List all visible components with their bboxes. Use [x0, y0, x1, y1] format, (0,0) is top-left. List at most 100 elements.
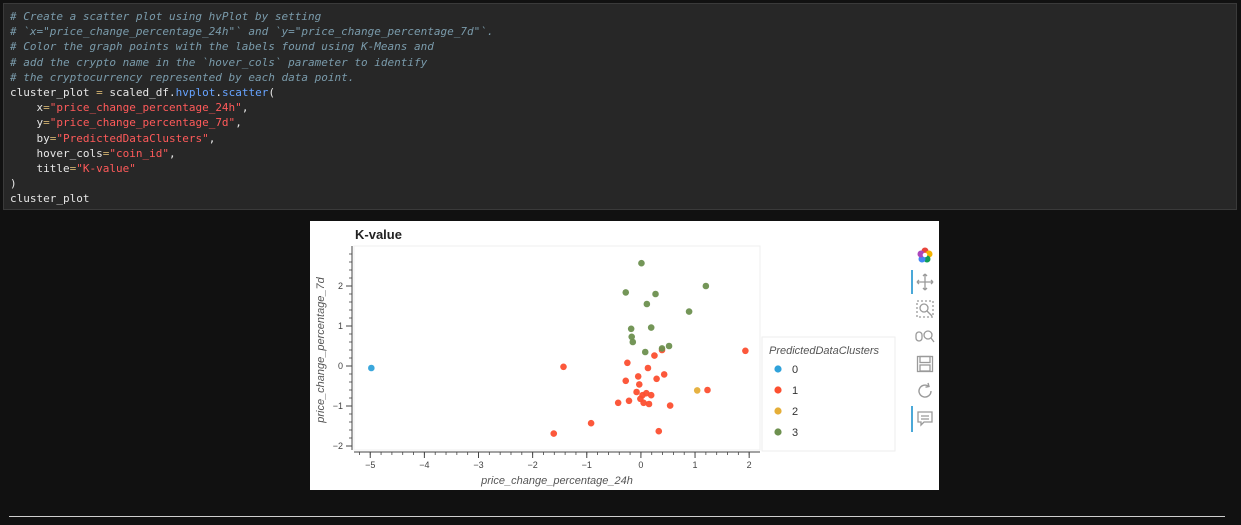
code-token: "K-value" — [76, 162, 136, 176]
code-token: . — [215, 86, 222, 100]
data-point — [641, 348, 649, 356]
data-point — [647, 391, 655, 399]
plot-frame — [353, 245, 761, 451]
code-token: hover_cols — [10, 146, 103, 160]
code-token: title — [10, 162, 70, 176]
data-point — [614, 399, 622, 407]
box-zoom-icon[interactable] — [914, 298, 936, 320]
legend-label: 1 — [792, 385, 798, 397]
data-point — [550, 430, 558, 437]
code-token: , — [168, 146, 176, 160]
bokeh-logo-icon[interactable] — [914, 244, 936, 266]
x-tick-label: −2 — [528, 460, 538, 470]
x-tick-label: 2 — [747, 460, 752, 470]
code-token: , — [208, 131, 216, 145]
code-editor[interactable]: # Create a scatter plot using hvPlot by … — [10, 9, 493, 207]
data-point — [658, 345, 666, 352]
legend-marker — [774, 428, 782, 436]
code-token: = — [43, 116, 50, 130]
wheel-zoom-icon[interactable] — [914, 325, 936, 347]
code-token: , — [235, 116, 242, 130]
data-point — [652, 290, 659, 298]
code-cell[interactable]: # Create a scatter plot using hvPlot by … — [3, 3, 1237, 210]
save-icon[interactable] — [914, 353, 936, 375]
data-point — [628, 333, 636, 341]
legend-label: 3 — [792, 427, 798, 439]
plot-output: K-value −5 −4 −3 −2 −1 0 1 2 −2 −1 0 1 2 price_change_… — [310, 221, 939, 490]
code-token: # Color the graph points with the labels… — [10, 40, 434, 54]
legend-label: 2 — [792, 406, 798, 418]
code-token: , — [241, 101, 249, 115]
code-token: scatter — [221, 86, 269, 100]
legend-label: 0 — [792, 364, 798, 376]
data-point — [625, 397, 633, 405]
code-line: cluster_plot = scaled_df.hvplot.scatter( — [10, 85, 493, 100]
code-line: x="price_change_percentage_24h", — [10, 100, 493, 115]
data-point — [587, 419, 595, 427]
chart-title: K-value — [355, 227, 402, 242]
code-line: # Create a scatter plot using hvPlot by … — [10, 9, 493, 24]
reset-icon[interactable] — [914, 380, 936, 402]
data-point — [693, 387, 701, 394]
pan-tool-icon[interactable] — [914, 271, 936, 293]
data-point — [685, 308, 693, 315]
x-tick-label: 0 — [638, 460, 643, 470]
code-token: = — [96, 86, 103, 100]
data-point — [742, 347, 749, 355]
y-tick-label: 1 — [338, 321, 343, 331]
x-axis-label: price_change_percentage_24h — [480, 475, 633, 487]
data-point — [645, 400, 653, 408]
code-token: # Create a scatter plot using hvPlot by … — [10, 10, 322, 23]
data-point — [640, 399, 647, 407]
code-token: cluster_plot — [10, 86, 97, 100]
y-tick-label: −2 — [333, 441, 343, 451]
code-token: # add the crypto name in the `hover_cols… — [10, 55, 428, 69]
code-token: cluster_plot — [10, 192, 90, 206]
y-tick-label: −1 — [333, 401, 343, 411]
code-token: "coin_id" — [109, 146, 169, 160]
cell-divider — [9, 516, 1225, 517]
code-token: by — [10, 131, 50, 145]
y-axis-label: price_change_percentage_7d — [315, 276, 327, 423]
code-token: scaled_df. — [102, 86, 176, 100]
x-tick-label: −4 — [419, 460, 429, 470]
legend-marker — [774, 407, 782, 415]
data-point — [622, 289, 630, 296]
code-token: # the cryptocurrency represented by each… — [10, 70, 355, 84]
active-tool-indicator-2 — [911, 406, 913, 432]
data-point — [633, 388, 640, 396]
x-tick-label: −3 — [473, 460, 483, 470]
code-line: # the cryptocurrency represented by each… — [10, 70, 493, 85]
code-line: by="PredictedDataClusters", — [10, 131, 493, 146]
data-point — [635, 381, 643, 388]
data-point — [647, 324, 655, 331]
code-token: x — [10, 101, 44, 115]
code-token: ) — [10, 177, 17, 191]
code-token: "PredictedDataClusters" — [56, 131, 209, 145]
scatter-chart: K-value −5 −4 −3 −2 −1 0 1 2 −2 −1 0 1 2 price_change_… — [315, 227, 896, 487]
legend-marker — [774, 386, 782, 394]
x-tick-label: 1 — [693, 460, 698, 470]
data-point — [624, 359, 631, 367]
code-line: # `x="price_change_percentage_24h"` and … — [10, 24, 493, 39]
legend-title: PredictedDataClusters — [769, 345, 880, 357]
data-point — [368, 364, 375, 372]
data-point — [655, 427, 663, 435]
code-token: = — [49, 131, 57, 145]
code-token: ( — [268, 86, 275, 100]
data-point — [643, 300, 651, 308]
hover-tool-icon[interactable] — [914, 408, 936, 430]
active-tool-indicator — [911, 270, 913, 294]
code-line: cluster_plot — [10, 191, 493, 206]
code-token: = — [69, 162, 77, 176]
data-point — [629, 338, 637, 346]
x-tick-label: −5 — [365, 460, 375, 470]
data-point — [560, 363, 567, 371]
data-point — [634, 373, 642, 380]
code-token: y — [10, 116, 44, 130]
code-token: "price_change_percentage_24h" — [49, 101, 242, 115]
y-tick-label: 2 — [338, 281, 343, 291]
data-point — [622, 377, 630, 385]
code-line: title="K-value" — [10, 161, 493, 176]
code-token: = — [43, 101, 50, 115]
